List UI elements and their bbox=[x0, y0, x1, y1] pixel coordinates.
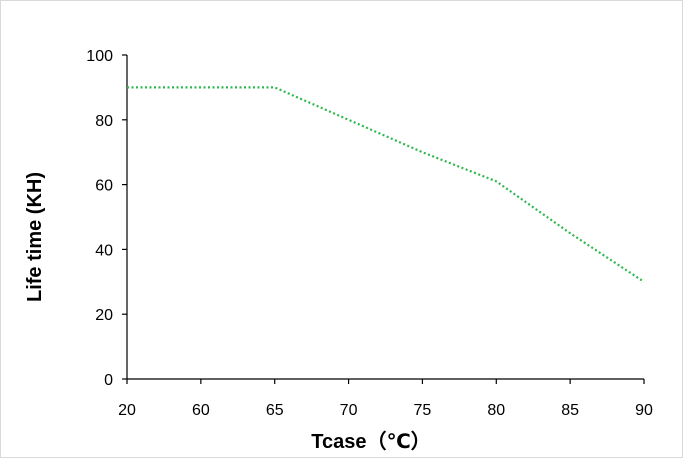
y-tick-label: 20 bbox=[95, 307, 113, 324]
x-tick-label: 90 bbox=[635, 402, 653, 419]
x-tick-label: 75 bbox=[414, 402, 432, 419]
y-tick-label: 60 bbox=[95, 178, 113, 195]
x-tick-label: 80 bbox=[487, 402, 505, 419]
x-tick-label: 85 bbox=[561, 402, 579, 419]
x-axis-title: Tcase（℃） bbox=[311, 430, 430, 453]
x-tick-label: 70 bbox=[340, 402, 358, 419]
x-axis-ticks: 20 60 65 70 75 80 85 90 bbox=[118, 379, 653, 419]
y-tick-label: 100 bbox=[86, 48, 113, 65]
x-tick-label: 65 bbox=[266, 402, 284, 419]
x-tick-label: 20 bbox=[118, 402, 136, 419]
y-tick-label: 0 bbox=[104, 372, 113, 389]
y-axis-title: Life time (KH) bbox=[24, 172, 46, 302]
y-axis-ticks: 0 20 40 60 80 100 bbox=[86, 48, 127, 389]
y-tick-label: 40 bbox=[95, 242, 113, 259]
x-tick-label: 60 bbox=[192, 402, 210, 419]
y-tick-label: 80 bbox=[95, 113, 113, 130]
series-line bbox=[127, 86, 645, 283]
